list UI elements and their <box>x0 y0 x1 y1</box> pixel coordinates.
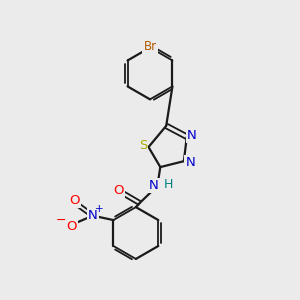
Text: N: N <box>185 156 195 169</box>
Text: O: O <box>69 194 80 207</box>
Text: O: O <box>113 184 124 197</box>
Text: N: N <box>149 179 159 192</box>
Text: O: O <box>66 220 76 233</box>
Text: Br: Br <box>143 40 157 53</box>
Text: S: S <box>139 139 147 152</box>
Text: H: H <box>164 178 173 191</box>
Text: −: − <box>56 214 67 227</box>
Text: N: N <box>187 129 197 142</box>
Text: +: + <box>95 204 103 214</box>
Text: N: N <box>88 209 98 222</box>
